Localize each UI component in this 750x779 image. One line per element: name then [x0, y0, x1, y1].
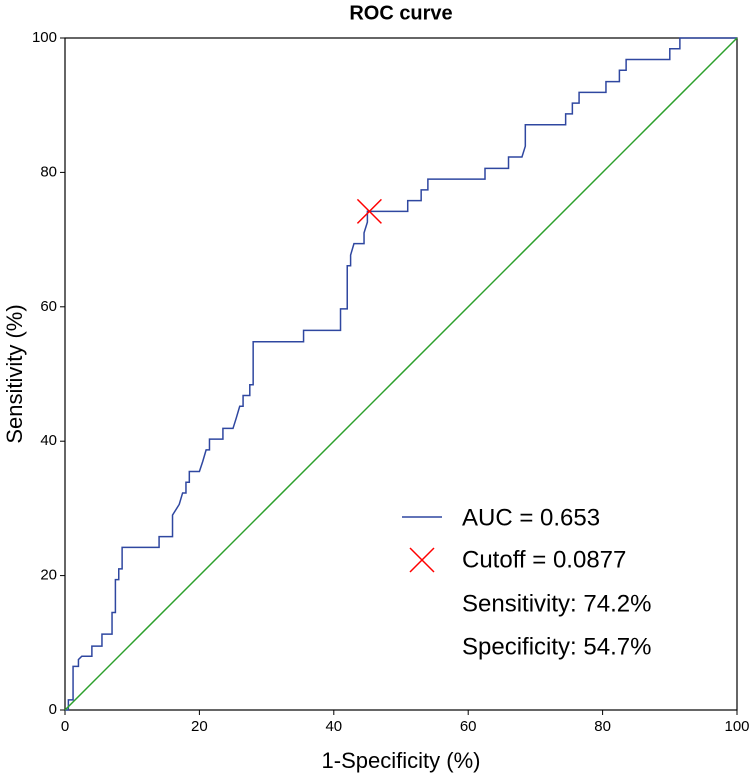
x-tick-label: 0 [61, 718, 69, 735]
x-tick-label: 100 [724, 718, 749, 735]
x-tick-label: 40 [325, 718, 342, 735]
legend-swatch [409, 547, 435, 573]
annotation: Sensitivity: 74.2% [462, 590, 651, 617]
legend-label: Cutoff = 0.0877 [462, 546, 626, 573]
cutoff-marker [356, 198, 382, 224]
plot-frame [64, 37, 738, 711]
y-tick-label: 0 [49, 701, 57, 718]
roc-line [65, 37, 737, 711]
y-tick-label: 80 [40, 163, 57, 180]
roc-line [64, 37, 738, 711]
chart-title: ROC curve [349, 2, 452, 24]
y-axis-label: Sensitivity (%) [2, 304, 27, 443]
y-tick-label: 20 [40, 567, 57, 584]
x-tick-label: 20 [191, 718, 208, 735]
y-tick-label: 100 [32, 29, 57, 46]
y-tick-label: 60 [40, 298, 57, 315]
x-axis-label: 1-Specificity (%) [322, 748, 481, 773]
x-tick-label: 80 [594, 718, 611, 735]
x-tick-label: 60 [460, 718, 477, 735]
annotation: Specificity: 54.7% [462, 633, 651, 660]
legend-label: AUC = 0.653 [462, 504, 600, 531]
y-tick-label: 40 [40, 432, 57, 449]
